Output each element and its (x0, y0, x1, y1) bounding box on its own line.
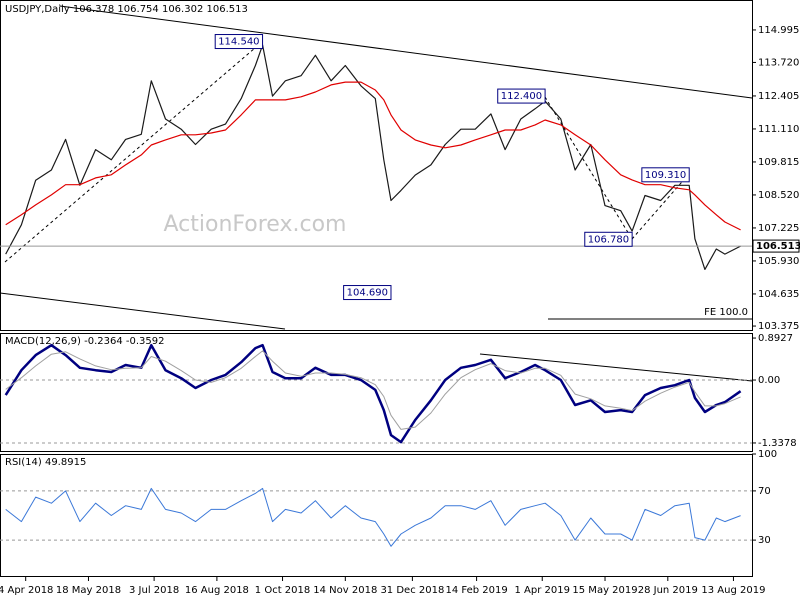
annotation-box (214, 34, 264, 50)
annotation-box (641, 167, 690, 183)
x-tick-label: 3 Jul 2018 (129, 585, 179, 596)
annotation-label: 106.780 (588, 234, 629, 245)
annotation-box (343, 285, 392, 301)
fe-label: FE 100.0 (704, 307, 748, 318)
y-tick-label: 30 (758, 535, 771, 546)
projection-line (544, 96, 633, 240)
series-line (5, 81, 741, 231)
x-tick-label: 1 Oct 2018 (255, 585, 310, 596)
y-tick-label: 104.635 (758, 289, 799, 300)
y-tick-label: 0.00 (758, 375, 780, 386)
watermark: ActionForex.com (164, 212, 347, 237)
x-tick-label: 28 Jun 2019 (638, 585, 698, 596)
last-price-box (752, 239, 800, 253)
annotation-label: 112.400 (501, 91, 542, 102)
x-tick-label: 15 May 2019 (572, 585, 637, 596)
x-tick-label: 14 Nov 2018 (313, 585, 377, 596)
y-tick-label: 103.375 (758, 321, 799, 332)
y-tick-label: 107.225 (758, 223, 799, 234)
rsi-title: RSI(14) 49.8915 (5, 457, 86, 468)
macd-title: MACD(12,26,9) -0.2364 -0.3592 (5, 336, 165, 347)
series-line (5, 487, 741, 547)
last-price-label: 106.513 (756, 241, 800, 252)
y-tick-label: 108.520 (758, 190, 799, 201)
x-tick-label: 4 Apr 2018 (0, 585, 53, 596)
chart-title: USDJPY,Daily 106.378 106.754 106.302 106… (5, 4, 248, 15)
x-tick-label: 31 Dec 2018 (380, 585, 444, 596)
series-line (5, 350, 741, 430)
y-tick-label: 112.405 (758, 91, 799, 102)
x-tick-label: 18 May 2018 (56, 585, 121, 596)
annotation-box (584, 231, 633, 247)
price-panel (0, 0, 753, 331)
y-tick-label: 113.720 (758, 57, 799, 68)
y-tick-label: 100 (758, 449, 777, 460)
macd-panel (0, 333, 753, 452)
annotation-box (497, 88, 546, 104)
y-tick-label: 109.815 (758, 157, 799, 168)
projection-line (631, 174, 689, 240)
annotation-label: 114.540 (218, 37, 259, 48)
y-tick-label: 114.995 (758, 25, 799, 36)
x-tick-label: 14 Feb 2019 (445, 585, 507, 596)
series-line (5, 44, 741, 270)
channel-line (59, 5, 753, 99)
macd-trend-line (479, 353, 753, 382)
projection-line (4, 41, 263, 263)
annotation-label: 104.690 (347, 288, 388, 299)
y-tick-label: 105.930 (758, 256, 799, 267)
x-tick-label: 13 Aug 2019 (701, 585, 765, 596)
channel-line (0, 292, 286, 330)
annotation-label: 109.310 (645, 170, 686, 181)
y-tick-label: 0.8927 (758, 333, 793, 344)
x-tick-label: 16 Aug 2018 (185, 585, 249, 596)
y-tick-label: 70 (758, 486, 771, 497)
y-tick-label: 111.110 (758, 124, 799, 135)
y-tick-label: -1.3378 (758, 438, 797, 449)
rsi-panel (0, 454, 753, 577)
x-tick-label: 1 Apr 2019 (515, 585, 570, 596)
